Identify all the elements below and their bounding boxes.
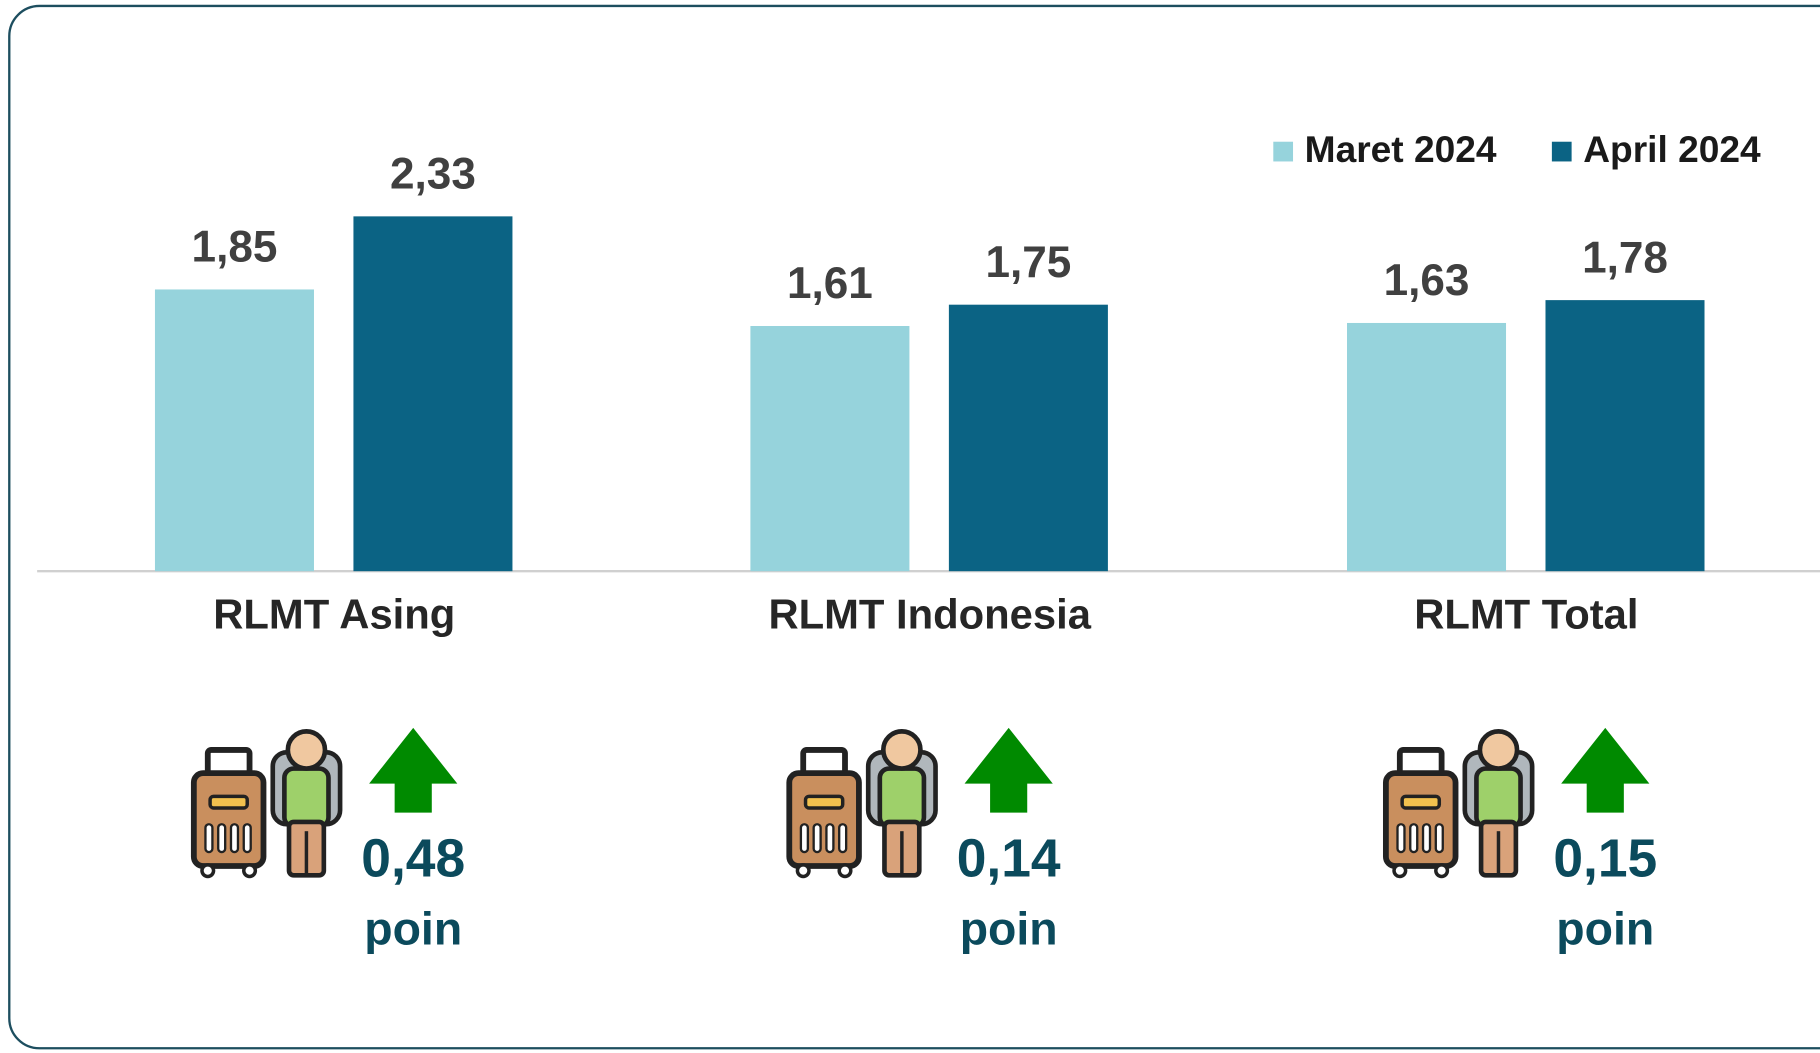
suitcase-rib	[1421, 823, 1432, 854]
suitcase-tag	[208, 794, 249, 810]
wheel	[242, 863, 258, 879]
bar	[948, 304, 1108, 572]
wheel	[1392, 863, 1408, 879]
data-label: 2,33	[390, 150, 476, 199]
traveler-icon	[190, 729, 343, 879]
up-arrow	[369, 727, 458, 813]
wheel	[795, 863, 811, 879]
torso	[1474, 766, 1523, 829]
suitcase-rib	[229, 823, 240, 854]
data-label: 1,61	[787, 259, 873, 308]
up-arrow	[964, 727, 1053, 813]
suitcase-rib	[838, 823, 848, 854]
wheel	[837, 863, 853, 879]
data-label: 1,63	[1384, 256, 1470, 305]
bar	[154, 289, 314, 572]
head	[880, 729, 923, 771]
change-unit: poin	[364, 902, 462, 954]
up-arrow	[1561, 727, 1650, 813]
wheel	[200, 863, 216, 879]
suitcase-rib	[217, 823, 227, 854]
torso	[877, 766, 927, 829]
head	[285, 729, 328, 771]
suitcase-tag	[803, 794, 845, 810]
data-label: 1,75	[985, 238, 1071, 287]
x-tick-label: RLMT Indonesia	[768, 591, 1091, 638]
traveler-icon	[786, 729, 938, 879]
suitcase-rib	[825, 823, 835, 854]
change-value: 0,15	[1553, 830, 1657, 889]
bar	[1545, 300, 1705, 572]
suitcase-tag	[1400, 794, 1442, 810]
change-value: 0,14	[957, 830, 1061, 889]
bar	[353, 216, 513, 572]
suitcase-body	[1382, 770, 1459, 869]
legend-swatch	[1273, 141, 1294, 162]
suitcase-rib	[204, 823, 214, 854]
legend-label: Maret 2024	[1305, 128, 1497, 170]
change-unit: poin	[960, 902, 1058, 954]
bar	[750, 326, 910, 572]
suitcase-body	[190, 770, 267, 869]
suitcase-rib	[1434, 823, 1444, 854]
suitcase-rib	[799, 823, 810, 854]
head	[1477, 729, 1520, 771]
torso	[282, 766, 331, 829]
bar	[1347, 322, 1507, 572]
change-value: 0,48	[361, 830, 465, 889]
legend-label: April 2024	[1583, 128, 1761, 170]
x-tick-label: RLMT Total	[1414, 591, 1638, 638]
suitcase-rib	[242, 823, 252, 854]
suitcase-body	[786, 770, 862, 869]
traveler-icon	[1382, 729, 1535, 879]
suitcase-rib	[812, 823, 822, 854]
change-unit: poin	[1556, 902, 1654, 954]
suitcase-rib	[1396, 823, 1406, 854]
wheel	[1434, 863, 1450, 879]
x-tick-label: RLMT Asing	[213, 591, 455, 638]
suitcase-rib	[1409, 823, 1419, 854]
data-label: 1,85	[192, 223, 278, 272]
legend-swatch	[1551, 141, 1572, 162]
data-label: 1,78	[1582, 233, 1668, 282]
